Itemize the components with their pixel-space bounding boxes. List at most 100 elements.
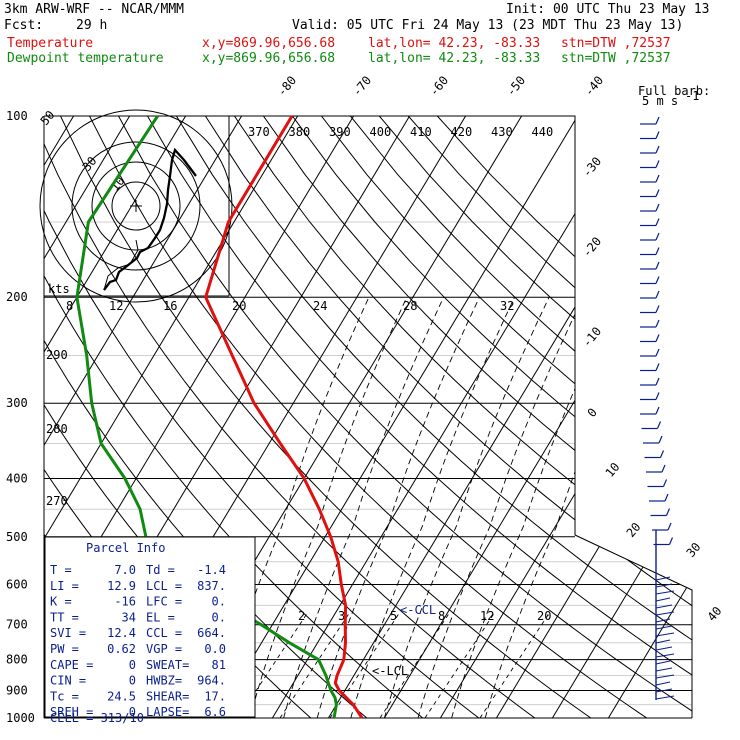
parcel-key2: LCL = xyxy=(146,579,182,593)
temp-tick-label-right: 0 xyxy=(585,405,600,420)
dry-adiabat xyxy=(44,116,480,718)
parcel-key: SREH = xyxy=(50,705,93,719)
wind-barb-flag xyxy=(655,290,660,299)
temp-tick-label-right: -10 xyxy=(580,324,605,350)
temperature-legend: Temperature xyxy=(7,36,94,51)
pressure-tick-label: 1000 xyxy=(6,711,35,725)
wind-barb-flag xyxy=(655,392,660,400)
isotherm xyxy=(44,116,299,718)
lcl-marker: <-LCL xyxy=(372,664,408,678)
isotherm xyxy=(439,116,692,718)
pressure-tick-label: 300 xyxy=(6,396,28,410)
parcel-value2: 964. xyxy=(197,674,226,688)
dry-adiabat xyxy=(291,116,692,718)
dry-adiabat xyxy=(204,116,692,718)
series-line xyxy=(204,115,364,719)
parcel-cell: CELL = 313/10 xyxy=(50,711,144,725)
hodo-ring xyxy=(71,141,201,271)
dry-adiabat xyxy=(118,116,692,718)
moist-adiabat xyxy=(383,297,550,718)
temp-tick-label-top: -60 xyxy=(427,73,452,99)
parcel-key2: HWBZ= xyxy=(146,674,182,688)
pressure-tick-label: 100 xyxy=(6,109,28,123)
isotherm xyxy=(44,116,243,718)
parcel-value2: 6.6 xyxy=(204,705,226,719)
isotherm xyxy=(551,116,692,718)
hodo-speed-label: 12 xyxy=(109,299,123,313)
barb-legend-exp: -1 xyxy=(685,89,699,103)
hodo-ring xyxy=(39,109,233,303)
left-theta-label: 270 xyxy=(46,494,68,508)
moist-adiabat xyxy=(350,297,516,718)
temperature-xy: x,y=869.96,656.68 xyxy=(202,36,336,51)
theta-label: 440 xyxy=(532,125,554,139)
parcel-key2: VGP = xyxy=(146,642,182,656)
dewpoint-xy: x,y=869.96,656.68 xyxy=(202,51,336,66)
theta-label: 390 xyxy=(329,125,351,139)
mixing-ratio-label: 5 xyxy=(390,609,397,623)
dry-adiabat xyxy=(262,116,692,718)
wind-barb-flag xyxy=(655,203,660,212)
hodo-ring xyxy=(91,161,181,251)
theta-label: 420 xyxy=(451,125,473,139)
dry-adiabat xyxy=(44,116,536,718)
mixing-ratio-line xyxy=(424,611,496,718)
wind-barb-flag xyxy=(655,232,660,241)
parcel-key: K = xyxy=(50,595,72,609)
parcel-value2: 664. xyxy=(197,626,226,640)
isotherm xyxy=(215,116,579,718)
parcel-value: 0 xyxy=(129,674,136,688)
model-title: 3km ARW-WRF -- NCAR/MMM xyxy=(4,2,185,17)
dewpoint-legend: Dewpoint temperature xyxy=(7,51,164,66)
fcst-label: Fcst: xyxy=(4,18,44,33)
moist-adiabat xyxy=(316,297,480,718)
theta-label: 430 xyxy=(491,125,513,139)
wind-barb-low xyxy=(655,597,671,602)
isotherm xyxy=(44,116,131,718)
wind-barb-low xyxy=(655,590,675,595)
theta-label: 380 xyxy=(289,125,311,139)
wind-barb-low xyxy=(655,653,675,658)
parcel-key: CAPE = xyxy=(50,658,93,672)
barb-legend: Full barb:5 m s -1 xyxy=(638,84,710,108)
wind-barb-low xyxy=(655,695,675,700)
mixing-ratio-label: 20 xyxy=(537,609,551,623)
wind-barb-low xyxy=(655,583,673,588)
dry-adiabat xyxy=(147,116,692,718)
hodo-speed-label: 20 xyxy=(232,299,246,313)
moist-adiabat xyxy=(283,297,445,718)
fcst-value: 29 h xyxy=(76,18,108,33)
parcel-value: 24.5 xyxy=(107,689,136,703)
parcel-key: Tc = xyxy=(50,689,79,703)
parcel-value2: 17. xyxy=(204,689,226,703)
temp-tick-label-right: 10 xyxy=(603,460,623,480)
mixing-ratio-line xyxy=(237,611,309,718)
wind-barb-low xyxy=(655,674,675,679)
wind-barb-flag xyxy=(655,377,660,386)
ccl-marker: <-CCL xyxy=(400,603,436,617)
mixing-ratio-label: 12 xyxy=(480,609,494,623)
dewpoint-stn: stn=DTW ,72537 xyxy=(561,51,671,66)
parcel-value: 0 xyxy=(129,658,136,672)
mixing-ratio-label: 3 xyxy=(338,609,345,623)
dry-adiabat xyxy=(60,116,592,718)
parcel-key: T = xyxy=(50,563,72,577)
wind-barb-flag xyxy=(668,537,674,545)
mixing-ratio-line xyxy=(329,611,401,718)
temp-tick-label-right: 20 xyxy=(624,520,644,540)
wind-barb-flag xyxy=(662,479,668,487)
isotherm xyxy=(495,116,692,718)
parcel-key: LI = xyxy=(50,579,79,593)
parcel-key2: SHEAR= xyxy=(146,689,189,703)
wind-barb-flag xyxy=(655,174,660,183)
wind-barbs xyxy=(640,116,675,700)
parcel-value2: 837. xyxy=(197,579,226,593)
parcel-key2: LAPSE= xyxy=(146,705,189,719)
wind-barb-low xyxy=(655,639,671,644)
temperature-latlon: lat,lon= 42.23, -83.33 xyxy=(368,36,541,51)
wind-barb-flag xyxy=(655,116,660,125)
wind-barb-flag xyxy=(665,508,671,516)
hodo-speed-label: 24 xyxy=(313,299,327,313)
temperature-stn: stn=DTW ,72537 xyxy=(561,36,671,51)
isotherm xyxy=(271,116,635,718)
